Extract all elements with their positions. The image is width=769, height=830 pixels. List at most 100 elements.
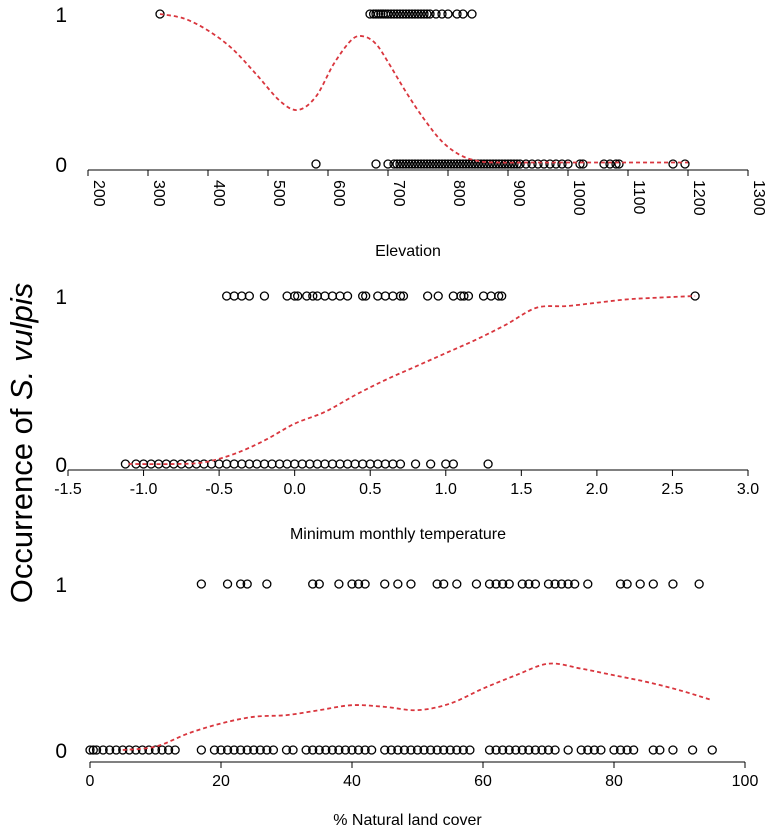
- data-point-present: [407, 9, 417, 19]
- data-point-absent: [235, 745, 246, 755]
- fit-line: [159, 13, 688, 164]
- data-point-absent: [445, 745, 455, 755]
- data-point-present: [244, 291, 254, 301]
- x-axis-title: Minimum monthly temperature: [290, 526, 506, 543]
- data-point-absent: [473, 159, 483, 169]
- fit-line: [128, 295, 696, 466]
- data-point-present: [389, 9, 399, 19]
- data-point-absent: [252, 459, 262, 469]
- x-tick-label: 40: [343, 773, 361, 790]
- data-point-absent: [268, 745, 279, 755]
- temperature-panel: -1.5 -1.0 -0.5 0.0 0.5 1.0 1.5 2.0 2.5 3.0 Minimum…: [54, 286, 759, 543]
- data-point-absent: [521, 159, 531, 169]
- data-point-absent: [479, 159, 489, 169]
- data-point-absent: [425, 159, 435, 169]
- data-point-absent: [150, 745, 161, 755]
- data-point-present: [563, 579, 573, 589]
- data-point-absent: [214, 459, 224, 469]
- data-point-present: [524, 579, 534, 589]
- data-point-absent: [222, 745, 233, 755]
- y-tick-label: 0: [55, 740, 67, 763]
- data-point-present: [648, 579, 658, 589]
- x-tick-label: 600: [330, 180, 347, 207]
- data-point-absent: [406, 745, 416, 755]
- data-point-absent: [530, 745, 541, 755]
- data-point-present: [242, 579, 252, 589]
- data-point-absent: [144, 745, 154, 755]
- data-point-present: [458, 9, 468, 19]
- x-tick-label: 1.0: [435, 481, 457, 498]
- data-point-absent: [311, 159, 321, 169]
- data-point-present: [452, 9, 462, 19]
- x-tick-label: 1000: [570, 180, 587, 216]
- data-point-absent: [464, 159, 474, 169]
- data-point-absent: [327, 745, 338, 755]
- data-point-absent: [419, 745, 429, 755]
- data-point-present: [504, 579, 514, 589]
- data-point-present: [302, 291, 312, 301]
- data-point-absent: [249, 745, 259, 755]
- data-point-present: [368, 9, 379, 19]
- data-point-absent: [380, 745, 390, 755]
- y-tick-label: 1: [55, 574, 67, 597]
- data-point-absent: [209, 745, 220, 755]
- x-tick-label: 3.0: [737, 481, 759, 498]
- data-point-present: [615, 579, 626, 589]
- fit-line: [122, 662, 713, 751]
- data-point-absent: [452, 159, 462, 169]
- data-point-absent: [308, 745, 318, 755]
- data-point-absent: [563, 159, 573, 169]
- data-point-absent: [470, 159, 480, 169]
- x-tick-label: 1300: [750, 180, 767, 216]
- data-point-present: [517, 579, 527, 589]
- data-point-absent: [491, 745, 501, 755]
- data-point-present: [422, 291, 433, 301]
- data-point-absent: [267, 459, 277, 469]
- data-point-absent: [196, 745, 207, 755]
- data-point-present: [222, 579, 233, 589]
- data-point-absent: [334, 745, 344, 755]
- x-tick-label: -0.5: [205, 481, 233, 498]
- data-point-absent: [539, 159, 549, 169]
- data-point-absent: [410, 159, 420, 169]
- data-point-absent: [388, 459, 398, 469]
- data-point-present: [422, 9, 432, 19]
- data-point-absent: [432, 745, 442, 755]
- data-point-present: [361, 291, 371, 301]
- data-point-absent: [410, 459, 421, 469]
- data-point-present: [358, 291, 368, 301]
- data-point-absent: [407, 159, 417, 169]
- data-point-present: [314, 579, 324, 589]
- data-point-absent: [537, 745, 547, 755]
- data-point-absent: [222, 459, 232, 469]
- x-tick-label: 300: [150, 180, 167, 207]
- data-point-absent: [242, 745, 252, 755]
- data-point-absent: [120, 459, 131, 469]
- data-point-absent: [404, 159, 414, 169]
- data-point-absent: [557, 159, 567, 169]
- data-point-present: [293, 291, 303, 301]
- data-point-absent: [500, 159, 510, 169]
- data-point-absent: [412, 745, 423, 755]
- data-point-absent: [551, 159, 561, 169]
- data-point-present: [416, 9, 426, 19]
- y-tick-label: 0: [55, 154, 67, 177]
- x-tick-label: 900: [510, 180, 527, 207]
- data-point-absent: [449, 159, 459, 169]
- data-point-present: [486, 291, 496, 301]
- data-point-absent: [589, 745, 599, 755]
- data-point-absent: [340, 745, 351, 755]
- data-point-present: [550, 579, 560, 589]
- data-point-present: [467, 9, 477, 19]
- data-point-present: [229, 291, 239, 301]
- data-point-absent: [301, 745, 311, 755]
- data-point-absent: [609, 745, 619, 755]
- data-point-present: [383, 9, 393, 19]
- data-point-absent: [446, 159, 456, 169]
- data-point-absent: [583, 745, 593, 755]
- data-point-absent: [290, 459, 300, 469]
- data-point-present: [398, 291, 409, 301]
- y-tick-label: 0: [55, 454, 67, 477]
- data-point-absent: [491, 159, 501, 169]
